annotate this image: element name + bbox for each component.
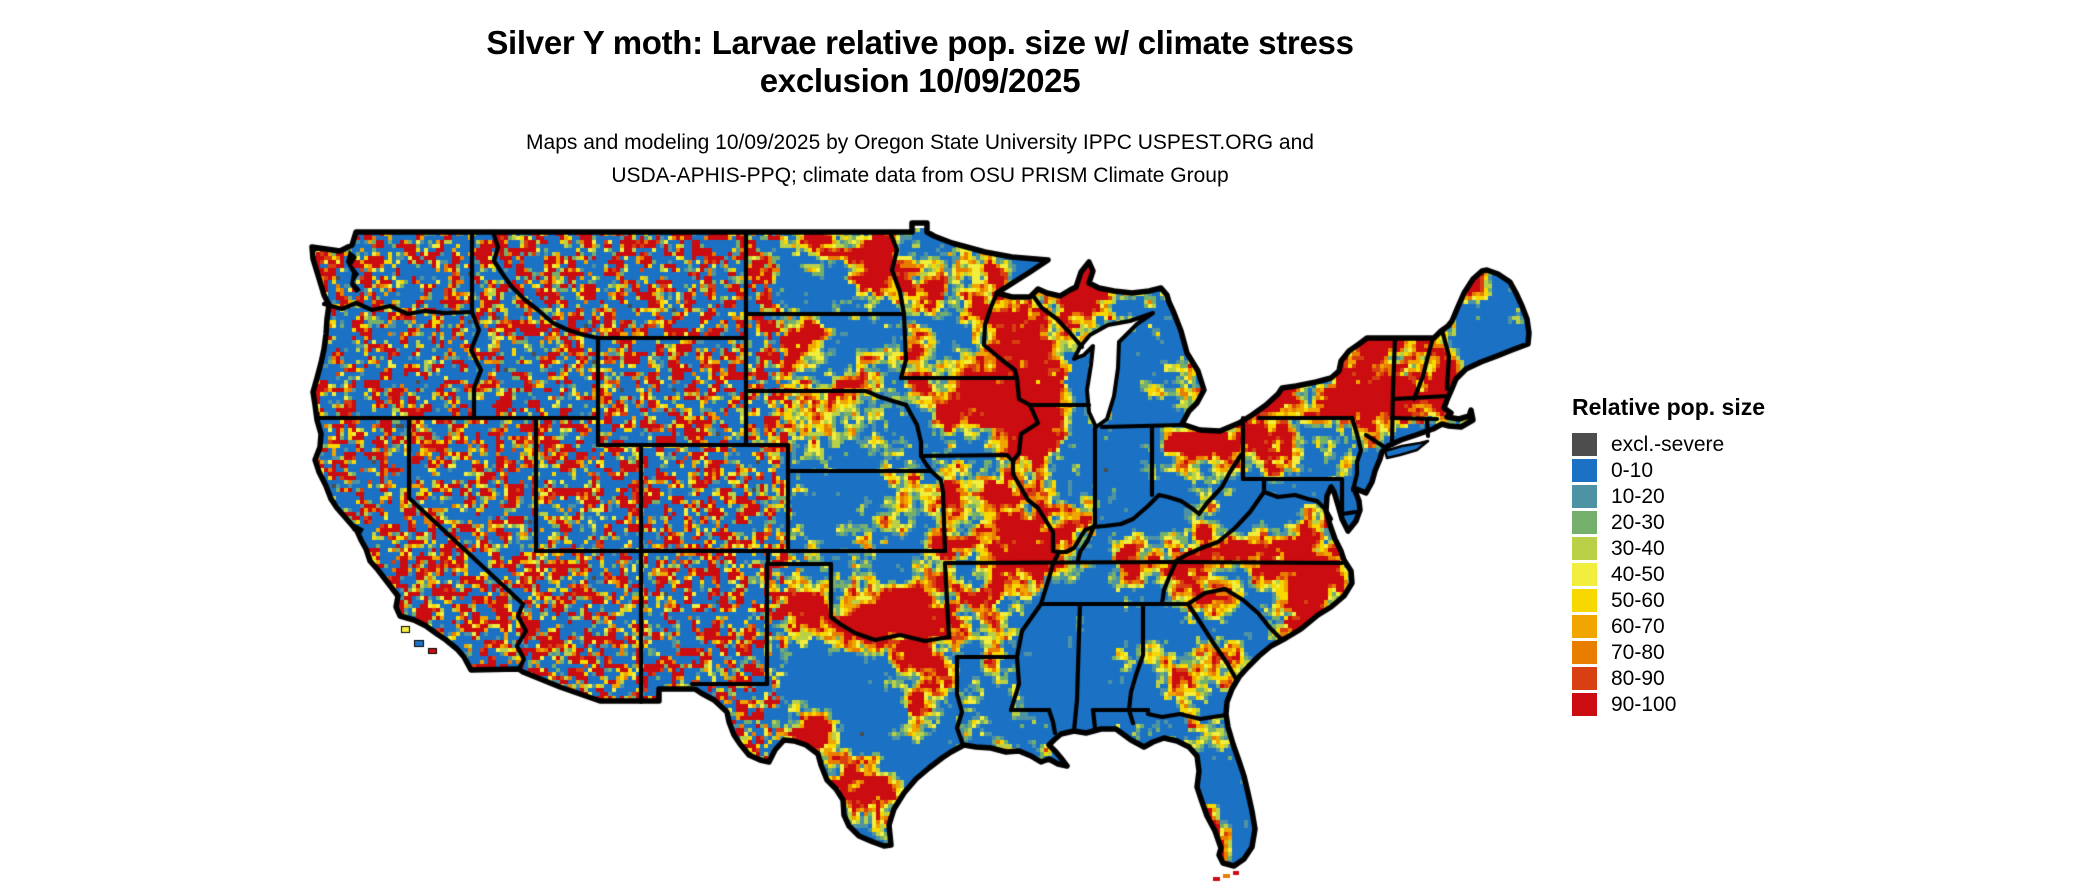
legend-item: 50-60 [1572,589,1765,612]
legend-swatch [1572,667,1597,690]
legend-item: 70-80 [1572,641,1765,664]
figure-title: Silver Y moth: Larvae relative pop. size… [370,24,1470,100]
legend-swatch [1572,433,1597,456]
legend-item: 40-50 [1572,563,1765,586]
legend-item: 30-40 [1572,537,1765,560]
title-line-2: exclusion 10/09/2025 [759,62,1081,99]
legend-swatch [1572,641,1597,664]
legend-swatch [1572,693,1597,716]
legend-swatch [1572,511,1597,534]
figure-subtitle: Maps and modeling 10/09/2025 by Oregon S… [370,126,1470,192]
legend-swatch [1572,485,1597,508]
legend-item-label: 70-80 [1611,640,1665,664]
legend-item-label: 80-90 [1611,666,1665,690]
legend-item: 0-10 [1572,459,1765,482]
legend-item-label: 30-40 [1611,536,1665,560]
subtitle-line-2: USDA-APHIS-PPQ; climate data from OSU PR… [611,164,1229,187]
legend-swatch [1572,459,1597,482]
legend-item-label: 40-50 [1611,562,1665,586]
legend-item-label: 50-60 [1611,588,1665,612]
title-line-1: Silver Y moth: Larvae relative pop. size… [486,24,1354,61]
legend-item: 20-30 [1572,511,1765,534]
legend-item: 10-20 [1572,485,1765,508]
legend-swatch [1572,589,1597,612]
legend-item: 90-100 [1572,693,1765,716]
legend-item: 80-90 [1572,667,1765,690]
subtitle-line-1: Maps and modeling 10/09/2025 by Oregon S… [526,131,1314,154]
legend-swatch [1572,537,1597,560]
legend-item-label: 10-20 [1611,484,1665,508]
legend-item-label: 0-10 [1611,458,1654,482]
legend-swatch [1572,563,1597,586]
legend-items: excl.-severe 0-10 10-20 20-30 30-40 40-50 50-6… [1572,433,1765,716]
legend: Relative pop. size excl.-severe 0-10 10-20… [1572,394,1765,719]
legend-item-label: 90-100 [1611,692,1677,716]
legend-item-label: 20-30 [1611,510,1665,534]
legend-item-label: excl.-severe [1611,432,1725,456]
legend-item: 60-70 [1572,615,1765,638]
legend-title: Relative pop. size [1572,394,1766,420]
legend-swatch [1572,615,1597,638]
legend-item: excl.-severe [1572,433,1765,456]
legend-item-label: 60-70 [1611,614,1665,638]
